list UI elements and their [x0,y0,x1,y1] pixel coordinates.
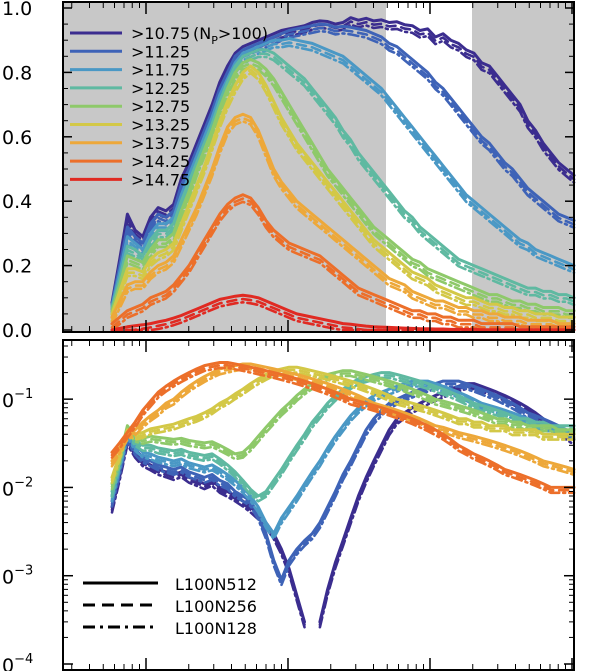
top-series-4-dashed [110,62,576,316]
top-ticks-group: 1.0 0.8 0.6 0.4 0.2 0.0 [2,0,574,342]
bottom-series-1-solid [110,379,576,582]
bottom-series-7-dashed [110,364,576,492]
bottom-series-4-dashdot [110,374,576,491]
bottom-series-4-solid [110,369,576,486]
top-panel: 1.00.80.60.40.20.0 >10.75 (NP>100)>11.25>… [2,0,576,342]
bottom-series-2-dashdot [110,385,576,541]
top-legend-label: >11.75 [131,61,190,80]
top-series-group [110,16,576,332]
bottom-ytick-label: 0−3 [2,564,33,589]
top-ytick-label: 0.4 [2,191,32,213]
top-panel-shade-right [472,2,574,332]
bottom-legend-label: L100N512 [175,575,257,594]
bottom-series-6-dashed [110,365,576,474]
top-series-0-solid [110,16,576,305]
bottom-series-2-solid [110,379,576,536]
top-legend: >10.75 (NP>100)>11.25>11.75>12.25>12.75>1… [70,24,268,189]
bottom-series-5-dashed [110,368,576,482]
bottom-series-7-solid [110,361,576,489]
top-ytick-label: 0.6 [2,127,32,149]
bottom-legend-label: L100N128 [175,619,257,638]
bottom-panel: 0−1 0−2 0−3 0−4 L100N512 L100N256 L100N128 [2,339,576,671]
bottom-legend: L100N512 L100N256 L100N128 [83,575,257,638]
top-series-3-solid [110,48,576,309]
top-series-5-dashed [110,68,576,323]
top-ytick-label: 1.0 [2,0,32,20]
top-legend-label: >10.75 [131,24,190,43]
bottom-legend-label: L100N256 [175,597,257,616]
bottom-ticks-group: 0−1 0−2 0−3 0−4 [2,340,574,671]
top-legend-label: >13.75 [131,134,190,153]
bottom-series-1-dashdot [110,385,576,587]
bottom-series-5-solid [110,365,576,479]
top-panel-unshaded-band [386,2,472,332]
top-series-1-dashdot [110,29,576,313]
bottom-ytick-label: 0−1 [2,387,33,412]
bottom-series-group [110,361,576,629]
top-series-6-dashdot [110,120,576,332]
top-series-1-solid [110,22,576,306]
top-series-5-solid [110,64,576,319]
bottom-series-5-dashdot [110,371,576,484]
bottom-series-7-dashdot [110,366,576,495]
top-legend-label: >12.75 [131,97,190,116]
top-ytick-label: 0.8 [2,62,32,84]
top-legend-label: >14.75 [131,170,190,189]
bottom-series-4-dashed [110,372,576,488]
top-panel-border [62,1,575,333]
top-legend-label: >13.25 [131,116,190,135]
bottom-ytick-label: 0−2 [2,475,33,500]
top-series-3-dashed [110,52,576,313]
bottom-ytick-label: 0−4 [2,652,33,671]
top-series-8-dashdot [110,301,576,332]
top-legend-label: >11.25 [131,42,190,61]
top-series-5-dashdot [110,71,576,326]
top-series-2-solid [110,37,576,308]
top-legend-label: >12.25 [131,79,190,98]
top-legend-note: (NP>100) [193,24,268,47]
top-series-6-solid [110,112,576,326]
top-ytick-label: 0.0 [2,320,32,342]
top-series-4-dashdot [110,65,576,320]
bottom-series-6-solid [110,362,576,471]
top-legend-label: >14.25 [131,152,190,171]
top-series-7-solid [110,193,576,329]
bottom-series-6-dashdot [110,368,576,477]
top-series-7-dashed [110,197,576,332]
top-ytick-label: 0.2 [2,256,32,278]
top-series-6-dashed [110,116,576,329]
bottom-panel-border [62,339,575,671]
